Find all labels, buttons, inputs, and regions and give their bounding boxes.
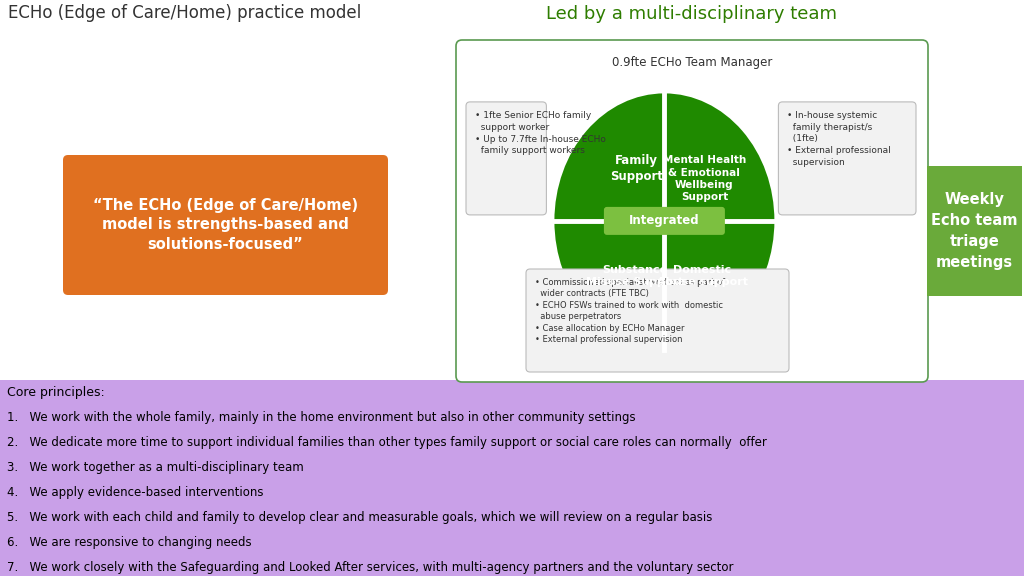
- Text: Integrated: Integrated: [629, 214, 699, 228]
- Text: Mental Health
& Emotional
Wellbeing
Support: Mental Health & Emotional Wellbeing Supp…: [663, 156, 746, 203]
- Text: • 1fte Senior ECHo family
  support worker
• Up to 7.7fte In-house ECHo
  family: • 1fte Senior ECHo family support worker…: [475, 111, 606, 156]
- Text: 4.   We apply evidence-based interventions: 4. We apply evidence-based interventions: [7, 486, 263, 499]
- Text: “The ECHo (Edge of Care/Home)
model is strengths-based and
solutions-focused”: “The ECHo (Edge of Care/Home) model is s…: [93, 198, 358, 252]
- FancyBboxPatch shape: [466, 102, 547, 215]
- Text: • Commissioned specialist workers as part of
  wider contracts (FTE TBC)
• ECHO : • Commissioned specialist workers as par…: [535, 278, 725, 344]
- Text: 7.   We work closely with the Safeguarding and Looked After services, with multi: 7. We work closely with the Safeguarding…: [7, 561, 733, 574]
- FancyBboxPatch shape: [927, 166, 1022, 296]
- FancyBboxPatch shape: [63, 155, 388, 295]
- Text: 1.   We work with the whole family, mainly in the home environment but also in o: 1. We work with the whole family, mainly…: [7, 411, 636, 424]
- Text: Family
Support: Family Support: [610, 154, 663, 183]
- Text: 6.   We are responsive to changing needs: 6. We are responsive to changing needs: [7, 536, 252, 549]
- FancyBboxPatch shape: [604, 207, 725, 235]
- FancyBboxPatch shape: [526, 269, 790, 372]
- Text: Weekly
Echo team
triage
meetings: Weekly Echo team triage meetings: [931, 192, 1018, 270]
- Text: Substance
Misuse Support: Substance Misuse Support: [586, 265, 683, 287]
- Text: • In-house systemic
  family therapist/s
  (1fte)
• External professional
  supe: • In-house systemic family therapist/s (…: [787, 111, 891, 167]
- Bar: [0, 380, 1024, 576]
- FancyBboxPatch shape: [456, 40, 928, 382]
- Text: 0.9fte ECHo Team Manager: 0.9fte ECHo Team Manager: [611, 56, 772, 69]
- Ellipse shape: [554, 93, 774, 348]
- FancyBboxPatch shape: [778, 102, 916, 215]
- Text: Core principles:: Core principles:: [7, 386, 104, 399]
- Text: 3.   We work together as a multi-disciplinary team: 3. We work together as a multi-disciplin…: [7, 461, 304, 474]
- Text: ECHo (Edge of Care/Home) practice model: ECHo (Edge of Care/Home) practice model: [8, 4, 361, 22]
- Text: Led by a multi-disciplinary team: Led by a multi-disciplinary team: [547, 5, 838, 23]
- Text: Domestic
Abuse support: Domestic Abuse support: [657, 265, 748, 287]
- Text: 5.   We work with each child and family to develop clear and measurable goals, w: 5. We work with each child and family to…: [7, 511, 713, 524]
- Text: 2.   We dedicate more time to support individual families than other types famil: 2. We dedicate more time to support indi…: [7, 436, 767, 449]
